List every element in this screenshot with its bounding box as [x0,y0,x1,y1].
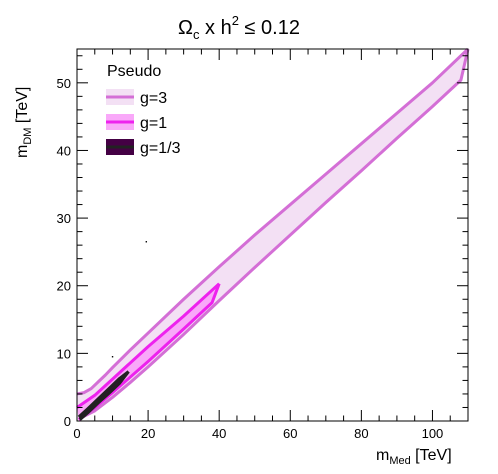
x-axis-label-sub: Med [389,455,410,467]
stray-points [111,241,148,358]
band-upper-edge-g-1 [76,282,221,409]
legend-label-g-1: g=1 [140,115,167,132]
band-lower-edge-g-1-3 [78,370,130,421]
y-tick-label: 40 [57,143,71,158]
x-axis-label-main: m [376,447,389,464]
band-upper-edge-g-1-3 [77,370,130,419]
x-axis-label-unit: [TeV] [411,447,452,464]
x-tick-label: 100 [422,426,444,441]
chart-title: Ωc x h2 ≤ 0.12 [178,13,300,42]
stray-point [111,356,114,358]
x-axis-ticks: 0 20 40 60 80 100 [73,49,469,441]
x-tick-label: 0 [73,426,80,441]
legend-entries: g=3 g=1 g=1/3 [106,89,181,157]
title-subscript-c: c [193,27,200,42]
x-axis-label: mMed [TeV] [376,447,452,467]
y-axis-label: mDM [TeV] [14,87,34,158]
legend-label-g-3: g=3 [140,90,167,107]
contour-bands [76,47,470,421]
x-tick-label: 60 [283,426,297,441]
stray-point [145,241,148,243]
x-tick-label: 80 [354,426,368,441]
y-tick-label: 0 [64,414,71,429]
title-x-h: x h [199,17,231,39]
y-axis-label-unit: [TeV] [14,87,31,128]
legend-label-g-1-3: g=1/3 [140,140,181,157]
title-bound: ≤ 0.12 [239,17,300,39]
legend: Pseudo g=3 g=1 g=1/3 [106,63,181,157]
x-tick-label: 40 [212,426,226,441]
y-tick-label: 20 [57,279,71,294]
y-axis-label-main: m [14,145,31,158]
y-tick-label: 30 [57,211,71,226]
x-tick-label: 20 [141,426,155,441]
band-upper-edge-g-3 [76,47,470,396]
title-omega: Ω [178,17,193,39]
y-axis-ticks: 0 10 20 30 40 50 [57,55,468,429]
title-superscript-2: 2 [232,13,239,28]
y-axis-label-sub: DM [22,128,34,145]
legend-title: Pseudo [107,63,161,80]
y-tick-label: 50 [57,76,71,91]
y-tick-label: 10 [57,346,71,361]
band-lower-edge-g-3 [78,48,470,421]
